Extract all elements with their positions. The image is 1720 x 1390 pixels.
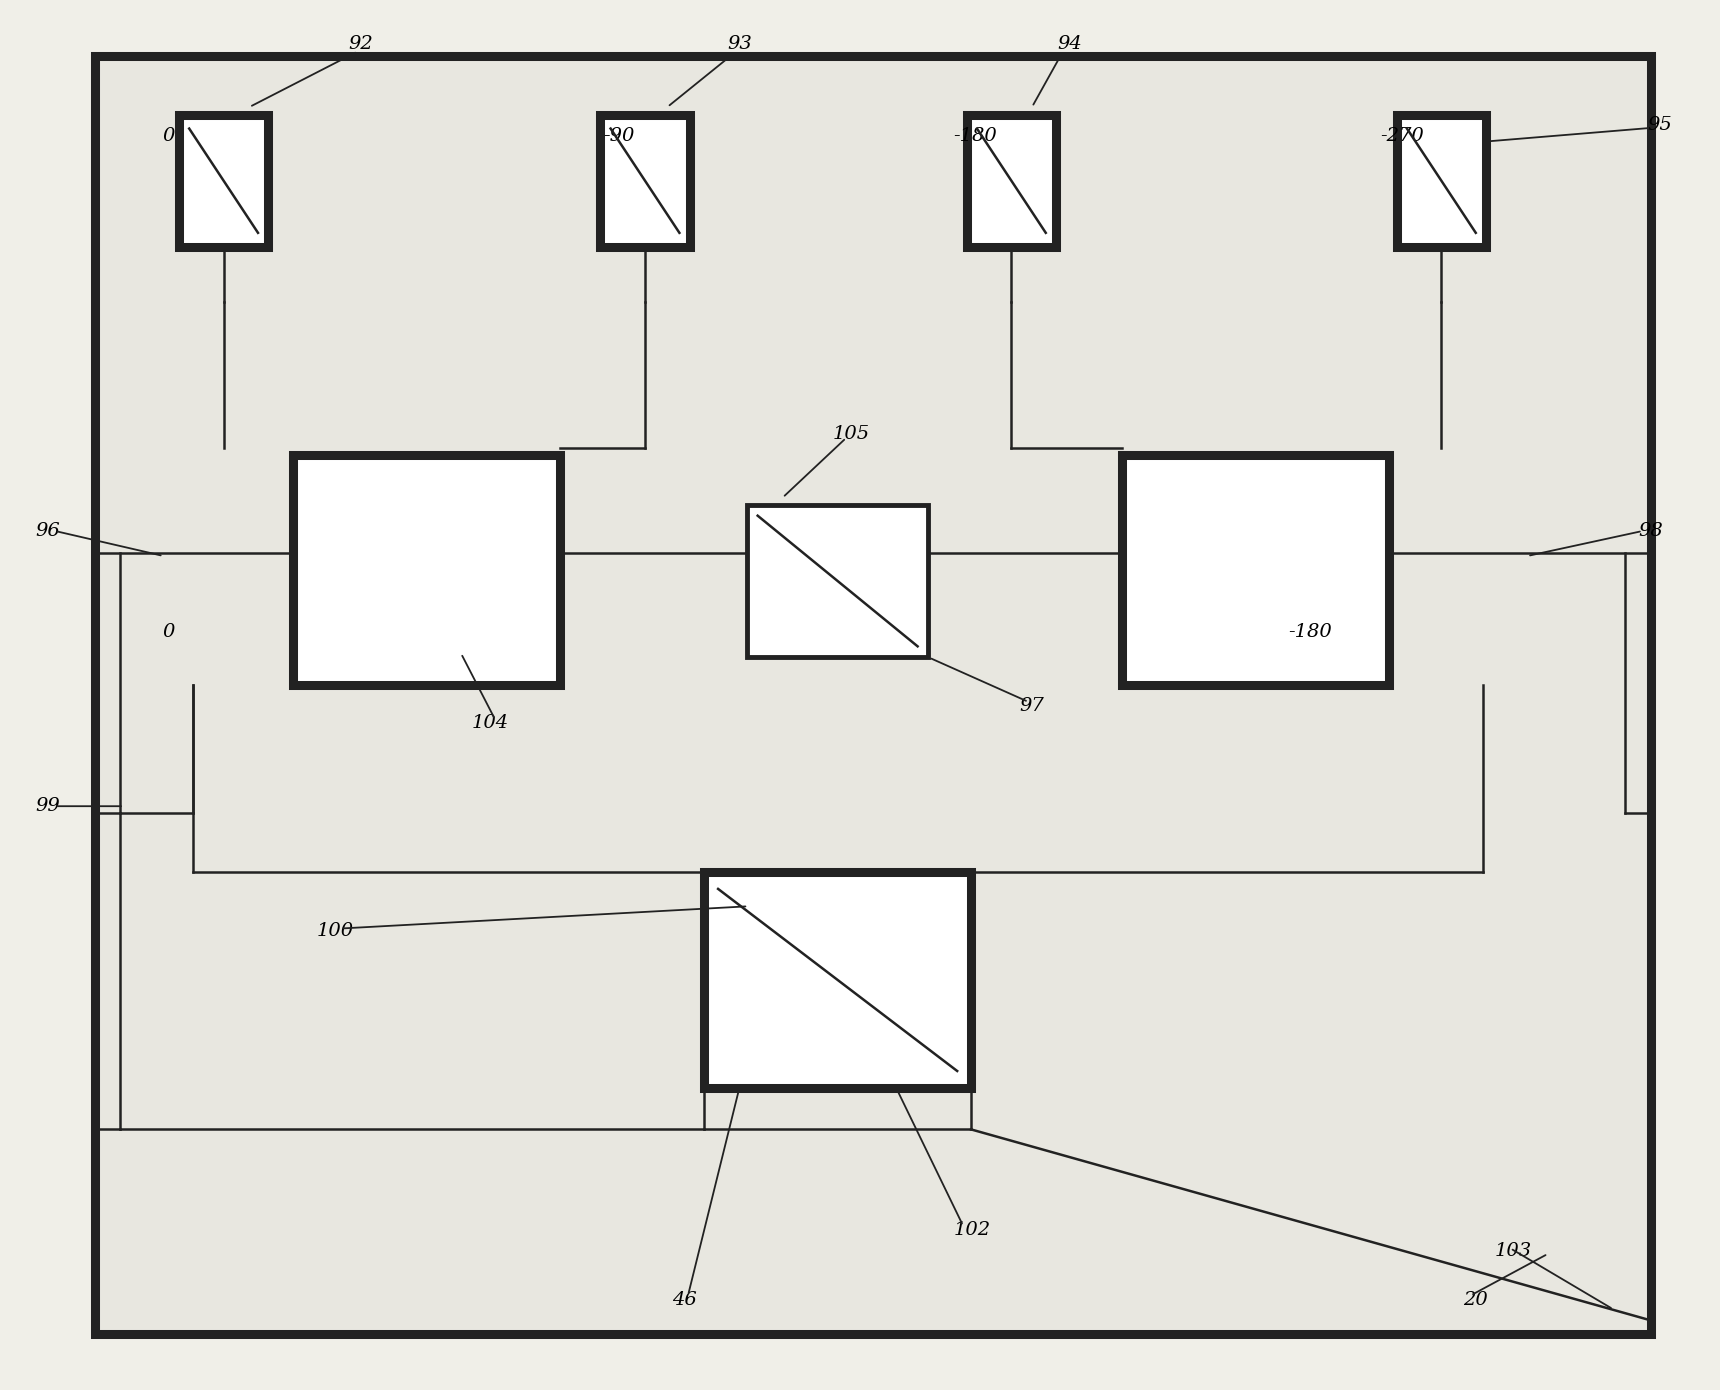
Text: 96: 96 [36, 523, 60, 539]
Text: 97: 97 [1020, 698, 1044, 714]
Bar [703, 873, 970, 1088]
Bar [179, 115, 268, 247]
Text: 105: 105 [832, 425, 870, 442]
Text: 46: 46 [673, 1291, 697, 1308]
Text: 0: 0 [162, 624, 175, 641]
Bar [1121, 456, 1390, 685]
Text: -270: -270 [1379, 128, 1424, 145]
Text: 0: 0 [162, 128, 175, 145]
Text: 93: 93 [728, 36, 752, 53]
Text: -180: -180 [1288, 624, 1333, 641]
Bar [1397, 115, 1486, 247]
Text: 94: 94 [1058, 36, 1082, 53]
Text: 104: 104 [471, 714, 509, 731]
Text: -90: -90 [604, 128, 635, 145]
Text: 95: 95 [1648, 117, 1672, 133]
Text: 99: 99 [36, 798, 60, 815]
Text: 103: 103 [1495, 1243, 1533, 1259]
Text: 102: 102 [953, 1222, 991, 1238]
Bar [600, 115, 690, 247]
Bar [746, 505, 929, 657]
Text: 100: 100 [316, 923, 354, 940]
Text: 98: 98 [1639, 523, 1663, 539]
Text: 20: 20 [1464, 1291, 1488, 1308]
Text: 92: 92 [349, 36, 373, 53]
Text: -180: -180 [953, 128, 998, 145]
Bar [967, 115, 1056, 247]
Bar [292, 456, 561, 685]
